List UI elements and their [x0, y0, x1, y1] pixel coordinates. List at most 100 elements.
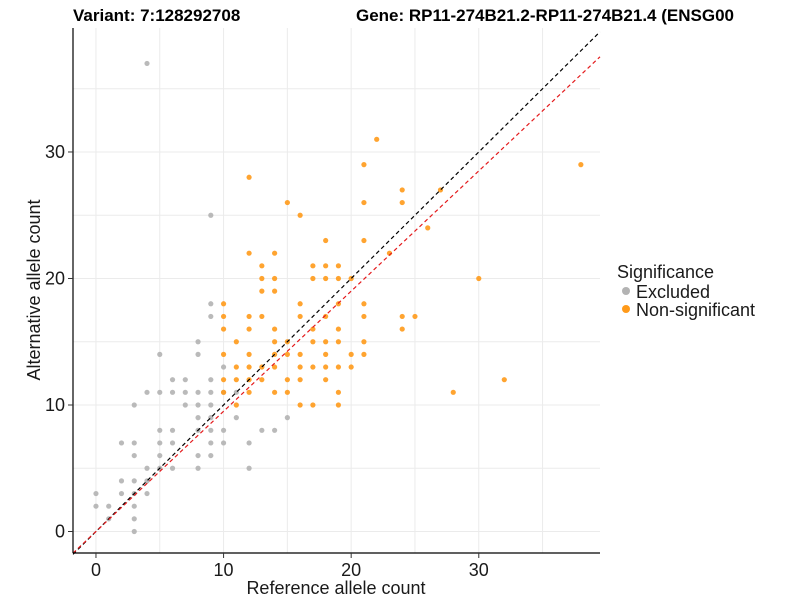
point-excluded [220, 440, 227, 446]
point-excluded [131, 528, 137, 535]
point-excluded [169, 427, 176, 433]
point-non-significant [361, 301, 367, 307]
point-non-significant [361, 339, 367, 345]
point-non-significant [220, 301, 227, 307]
point-excluded [208, 377, 214, 383]
point-excluded [169, 465, 176, 471]
point-non-significant [246, 351, 252, 357]
point-non-significant [284, 377, 290, 383]
point-excluded [144, 60, 150, 67]
point-excluded [220, 364, 227, 370]
point-non-significant [501, 377, 507, 383]
point-excluded [157, 452, 163, 459]
legend-nonsignificant-label: Non-significant [636, 300, 755, 320]
point-non-significant [297, 364, 303, 370]
data-points [93, 60, 584, 535]
point-excluded [284, 415, 290, 421]
point-non-significant [284, 199, 290, 206]
point-non-significant [361, 237, 367, 244]
point-excluded [208, 427, 214, 433]
point-non-significant [259, 313, 265, 320]
point-excluded [118, 478, 125, 484]
x-tick-label: 30 [469, 560, 489, 580]
point-non-significant [272, 250, 278, 256]
point-excluded [208, 389, 214, 395]
point-non-significant [259, 288, 265, 294]
point-non-significant [361, 351, 367, 357]
reference-line-fit [72, 56, 601, 554]
point-non-significant [399, 326, 405, 332]
point-non-significant [272, 288, 278, 294]
point-non-significant [374, 136, 380, 142]
point-non-significant [246, 174, 252, 180]
legend-title: Significance [617, 262, 714, 282]
point-excluded [169, 377, 176, 383]
point-non-significant [297, 351, 303, 357]
point-non-significant [272, 275, 278, 282]
point-non-significant [348, 351, 354, 357]
point-excluded [208, 313, 214, 320]
point-excluded [195, 339, 201, 345]
point-excluded [157, 351, 163, 357]
point-non-significant [272, 389, 278, 395]
point-non-significant [399, 313, 405, 320]
x-tick-label: 20 [341, 560, 361, 580]
point-non-significant [310, 326, 316, 332]
point-excluded [93, 503, 99, 509]
point-excluded [131, 503, 137, 509]
point-excluded [233, 415, 239, 421]
point-non-significant [246, 313, 252, 320]
point-non-significant [361, 162, 367, 168]
point-non-significant [246, 250, 252, 256]
point-excluded [106, 503, 112, 509]
point-excluded [131, 452, 137, 459]
y-tick-label: 30 [45, 142, 65, 162]
point-non-significant [323, 377, 329, 383]
y-tick-label: 0 [55, 521, 65, 541]
point-excluded [195, 452, 201, 459]
reference-lines [72, 31, 601, 555]
point-non-significant [450, 389, 456, 395]
point-excluded [208, 402, 214, 408]
title-gene: Gene: RP11-274B21.2-RP11-274B21.4 (ENSG0… [356, 6, 734, 25]
point-excluded [182, 402, 188, 408]
point-non-significant [233, 402, 239, 408]
point-non-significant [323, 351, 329, 357]
y-tick-label: 10 [45, 395, 65, 415]
point-non-significant [412, 313, 418, 320]
point-non-significant [246, 364, 252, 370]
point-non-significant [297, 402, 303, 408]
point-excluded [195, 415, 201, 421]
point-non-significant [476, 275, 482, 282]
legend-nonsignificant-swatch [622, 305, 630, 313]
point-non-significant [335, 263, 342, 269]
point-non-significant [335, 275, 342, 282]
point-excluded [246, 440, 252, 446]
point-excluded [208, 440, 214, 446]
point-excluded [157, 389, 163, 395]
point-non-significant [297, 212, 303, 218]
point-non-significant [297, 377, 303, 383]
grid [73, 28, 600, 553]
point-non-significant [220, 313, 227, 320]
point-non-significant [323, 237, 329, 244]
point-non-significant [348, 364, 354, 370]
point-non-significant [272, 326, 278, 332]
point-excluded [131, 516, 137, 522]
y-axis-title: Alternative allele count [24, 199, 44, 380]
point-non-significant [233, 364, 239, 370]
point-excluded [131, 478, 137, 484]
point-non-significant [335, 339, 342, 345]
point-non-significant [310, 263, 316, 269]
point-excluded [208, 452, 214, 459]
point-non-significant [310, 364, 316, 370]
point-excluded [208, 301, 214, 307]
point-non-significant [220, 377, 227, 383]
point-non-significant [310, 339, 316, 345]
point-non-significant [335, 402, 342, 408]
point-excluded [144, 490, 150, 497]
point-non-significant [323, 364, 329, 370]
point-non-significant [220, 389, 227, 395]
point-non-significant [361, 199, 367, 206]
